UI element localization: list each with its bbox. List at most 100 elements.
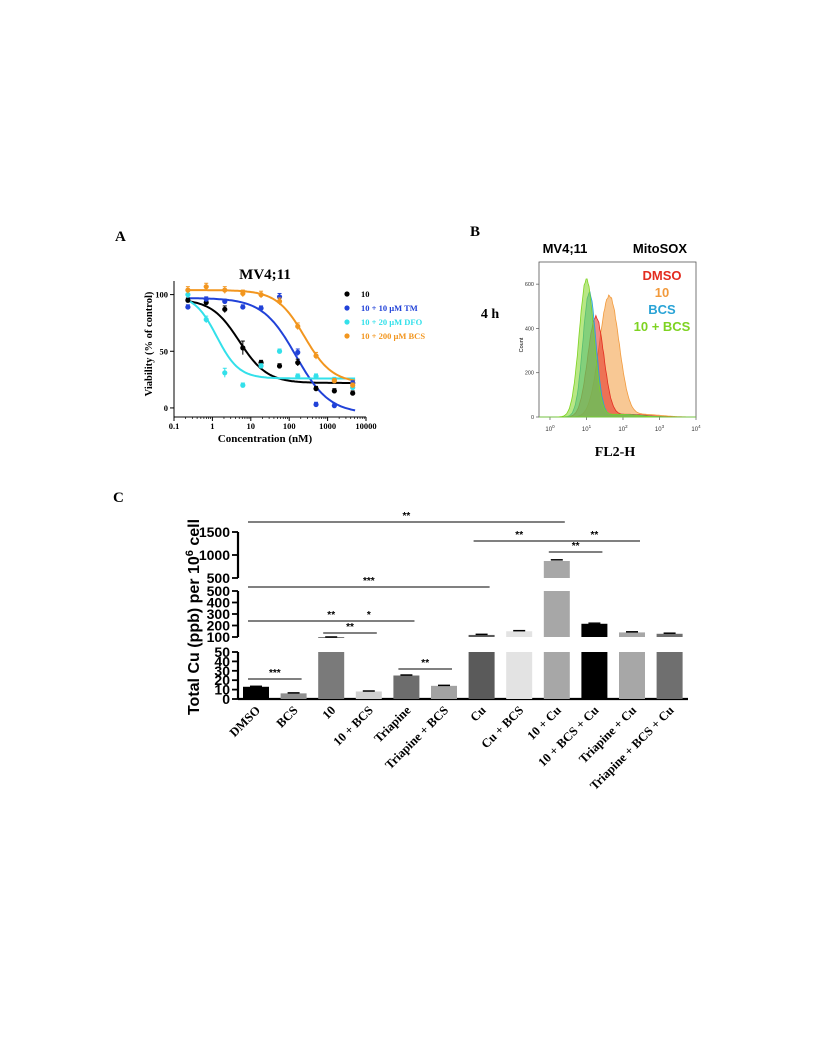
panel-b-x-tick-base: 10 [655,427,662,433]
panel-a-data-point [350,382,356,388]
panel-c-bar [543,652,570,699]
panel-c-y-tick-label: 1500 [199,524,230,540]
panel-a-data-point [295,373,301,379]
panel-a-data-point [331,378,337,384]
panel-a-data-point [240,304,246,310]
panel-a-data-point [295,323,301,329]
panel-c-bar [468,652,495,699]
panel-c-y-tick-label: 400 [207,595,231,611]
panel-a-data-point [276,363,283,369]
panel-a-data-point [222,287,228,293]
panel-c-bar [543,591,570,637]
panel-c-sig-label: *** [269,668,281,679]
panel-a-fit-curve-1 [187,297,356,412]
panel-a-x-tick-label: 100 [283,421,296,431]
panel-a-x-tick-label: 1 [210,421,214,431]
panel-a-legend-marker-3 [344,333,350,339]
panel-a-data-point [313,373,319,379]
panel-c-y-tick-label: 30 [214,663,230,679]
panel-a-data-point [276,348,283,354]
panel-c-y-tick-label: 200 [207,618,231,634]
panel-c-category-label: 10 + BCS [331,703,376,748]
panel-c-y-tick-label: 50 [214,644,230,660]
panel-b-y-tick-label: 200 [525,371,534,377]
panel-b-histogram-3 [539,278,696,418]
panel-b-x-tick-label: 101 [582,424,592,433]
panel-b-xlabel: FL2-H [595,445,636,460]
panel-b-legend-label-2: BCS [648,302,676,317]
panel-c-sig-label: *** [363,576,375,587]
panel-a-fit-curve-2 [186,299,356,380]
panel-a-data-point [258,363,264,369]
panel-a-y-tick-label: 0 [164,403,168,413]
panel-a-x-tick-label: 10 [247,421,256,431]
panel-a-x-tick-label: 0.1 [169,421,180,431]
panel-b-x-tick-exponent: 0 [552,424,555,429]
panel-b-x-tick-base: 10 [545,427,552,433]
panel-a-y-tick-label: 50 [160,346,169,356]
panel-c-sig-label: ** [515,530,523,541]
panel-a-legend-label-0: 10 [361,289,370,299]
panel-b-x-tick-exponent: 4 [698,424,701,429]
panel-a-data-point [222,370,228,376]
panel-a-data-point [258,305,264,311]
panel-b-y-tick-label: 400 [525,326,534,332]
panel-a-xlabel: Concentration (nM) [218,433,313,445]
panel-b-x-tick-label: 100 [545,424,555,433]
panel-a-data-point [240,290,246,297]
panel-b-ylabel: Count [519,337,525,352]
panel-c-bar [581,652,608,699]
panel-a-legend-label-1: 10 + 10 µM TM [361,303,418,313]
panel-b-x-tick-base: 10 [691,427,698,433]
panel-b-x-tick-label: 103 [655,424,665,433]
panel-b-y-tick-label: 0 [531,415,534,421]
panel-b-x-tick-exponent: 1 [589,424,592,429]
panel-c-sig-label: ** [327,610,335,621]
panel-c-bar [280,693,307,699]
panel-b-x-tick-exponent: 2 [625,424,628,429]
panel-c-bar [506,631,533,637]
panel-c-bar [656,633,683,637]
panel-c-bar [543,560,570,578]
panel-c-sig-label: ** [403,511,411,522]
panel-c-bar [468,634,495,637]
panel-a-legend-marker-2 [344,319,350,325]
panel-c-y-tick-label: 20 [214,672,230,688]
panel-c-sig-label: ** [421,658,429,669]
panel-c-y-tick-label: 0 [222,691,230,707]
panel-b-legend-label-0: DMSO [643,268,682,283]
panel-a-data-point [203,316,209,323]
panel-a-data-point [185,292,191,298]
panel-a-legend-marker-0 [344,291,350,297]
panel-c-category-label: BCS [274,703,301,730]
panel-b-subtitle: MitoSOX [633,241,687,256]
panel-a-data-point [276,298,283,304]
panel-c-ylabel: Total Cu (ppb) per 106 cell [184,519,203,715]
panel-a-data-point [203,296,209,302]
panel-a-title: MV4;11 [239,267,291,283]
panel-c-sig-label: ** [572,541,580,552]
panel-label-a: A [115,229,126,245]
panel-a-x-tick-label: 10000 [355,421,376,431]
panel-a-data-point [295,360,301,366]
panel-c-bar [656,652,683,699]
panel-a-data-point [185,304,191,310]
panel-a-data-point [240,345,246,351]
panel-c-bar [619,632,645,637]
panel-c-bar [619,652,645,699]
panel-label-b: B [470,224,480,240]
panel-b-legend-label-3: 10 + BCS [634,319,691,334]
panel-b-x-tick-label: 102 [618,424,628,433]
panel-a-fit-curve-3 [187,289,356,382]
panel-b-legend-label-1: 10 [655,285,669,300]
panel-c-y-tick-label: 1000 [199,547,230,563]
panel-b-x-tick-exponent: 3 [662,424,665,429]
panel-b-y-tick-label: 600 [525,282,534,288]
panel-c-y-tick-label: 500 [207,583,231,599]
panel-b-x-tick-label: 104 [691,424,701,433]
panel-a-data-point [185,297,191,303]
panel-c-bar [243,686,269,699]
panel-c-category-label: DMSO [227,703,264,740]
panel-a-data-point [331,388,337,394]
